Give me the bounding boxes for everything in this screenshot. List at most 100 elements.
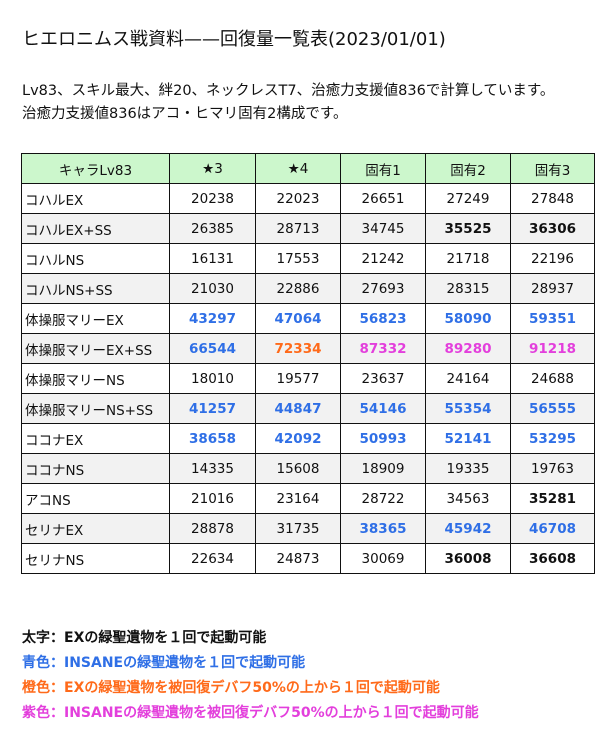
page-title: ヒエロニムス戦資料——回復量一覧表(2023/01/01): [22, 29, 446, 50]
heal-value: 28315: [425, 273, 511, 304]
description-line-1: Lv83、スキル最大、絆20、ネックレスT7、治癒力支援値836で計算しています…: [22, 83, 555, 99]
table-row: コハルEX 20238 22023 26651 27249 27848: [21, 183, 595, 214]
heal-value: 15608: [255, 453, 341, 484]
heal-value: 41257: [169, 393, 256, 424]
heal-value: 36008: [425, 543, 511, 574]
table-row: ココナNS 14335 15608 18909 19335 19763: [21, 453, 595, 484]
character-name: 体操服マリーNS+SS: [21, 393, 170, 424]
character-name: ココナEX: [21, 423, 170, 454]
heal-value: 19335: [425, 453, 511, 484]
header-unique3: 固有3: [510, 153, 595, 184]
heal-value: 26385: [169, 213, 256, 244]
table-row: セリナEX 28878 31735 38365 45942 46708: [21, 513, 595, 544]
heal-value: 20238: [169, 183, 256, 214]
heal-value: 34563: [425, 483, 511, 514]
heal-value: 38365: [340, 513, 426, 544]
heal-value: 34745: [340, 213, 426, 244]
heal-value: 55354: [425, 393, 511, 424]
heal-value: 56555: [510, 393, 595, 424]
table-row: 体操服マリーEX+SS 66544 72334 87332 89280 91218: [21, 333, 595, 364]
character-name: ココナNS: [21, 453, 170, 484]
heal-value: 22886: [255, 273, 341, 304]
heal-value: 14335: [169, 453, 256, 484]
legend-blue: 青色：INSANEの緑聖遺物を１回で起動可能: [22, 655, 306, 671]
heal-value: 50993: [340, 423, 426, 454]
heal-value: 24688: [510, 363, 595, 394]
heal-value: 23164: [255, 483, 341, 514]
heal-value: 47064: [255, 303, 341, 334]
table-row: ココナEX 38658 42092 50993 52141 53295: [21, 423, 595, 454]
heal-value: 28937: [510, 273, 595, 304]
character-name: アコNS: [21, 483, 170, 514]
heal-value: 38658: [169, 423, 256, 454]
heal-value: 16131: [169, 243, 256, 274]
heal-value: 42092: [255, 423, 341, 454]
heal-value: 66544: [169, 333, 256, 364]
heal-value: 89280: [425, 333, 511, 364]
heal-value: 91218: [510, 333, 595, 364]
legend-bold: 太字：EXの緑聖遺物を１回で起動可能: [22, 630, 267, 646]
heal-value: 21030: [169, 273, 256, 304]
table-header-row: キャラLv83 ★3 ★4 固有1 固有2 固有3: [21, 153, 595, 184]
healing-table: キャラLv83 ★3 ★4 固有1 固有2 固有3 コハルEX 20238 2202…: [21, 153, 595, 574]
character-name: コハルEX: [21, 183, 170, 214]
table-row: アコNS 21016 23164 28722 34563 35281: [21, 483, 595, 514]
table-row: 体操服マリーNS 18010 19577 23637 24164 24688: [21, 363, 595, 394]
heal-value: 18010: [169, 363, 256, 394]
heal-value: 21718: [425, 243, 511, 274]
description: Lv83、スキル最大、絆20、ネックレスT7、治癒力支援値836で計算しています…: [22, 80, 554, 126]
heal-value: 44847: [255, 393, 341, 424]
heal-value: 46708: [510, 513, 595, 544]
heal-value: 27693: [340, 273, 426, 304]
legend: 太字：EXの緑聖遺物を１回で起動可能 青色：INSANEの緑聖遺物を１回で起動可…: [22, 626, 479, 726]
heal-value: 22634: [169, 543, 256, 574]
heal-value: 18909: [340, 453, 426, 484]
heal-value: 21242: [340, 243, 426, 274]
heal-value: 56823: [340, 303, 426, 334]
heal-value: 72334: [255, 333, 341, 364]
header-star4: ★4: [255, 153, 341, 184]
heal-value: 31735: [255, 513, 341, 544]
heal-value: 36306: [510, 213, 595, 244]
heal-value: 36608: [510, 543, 595, 574]
table-row: 体操服マリーNS+SS 41257 44847 54146 55354 56555: [21, 393, 595, 424]
heal-value: 23637: [340, 363, 426, 394]
legend-magenta: 紫色：INSANEの緑聖遺物を被回復デバフ50%の上から１回で起動可能: [22, 705, 479, 721]
table-row: コハルEX+SS 26385 28713 34745 35525 36306: [21, 213, 595, 244]
header-character: キャラLv83: [21, 153, 170, 184]
character-name: セリナEX: [21, 513, 170, 544]
heal-value: 35525: [425, 213, 511, 244]
heal-value: 30069: [340, 543, 426, 574]
character-name: 体操服マリーEX: [21, 303, 170, 334]
heal-value: 52141: [425, 423, 511, 454]
heal-value: 22196: [510, 243, 595, 274]
heal-value: 43297: [169, 303, 256, 334]
character-name: コハルEX+SS: [21, 213, 170, 244]
heal-value: 27249: [425, 183, 511, 214]
header-unique1: 固有1: [340, 153, 426, 184]
heal-value: 45942: [425, 513, 511, 544]
character-name: コハルNS+SS: [21, 273, 170, 304]
table-row: コハルNS 16131 17553 21242 21718 22196: [21, 243, 595, 274]
table-row: コハルNS+SS 21030 22886 27693 28315 28937: [21, 273, 595, 304]
heal-value: 53295: [510, 423, 595, 454]
heal-value: 28722: [340, 483, 426, 514]
description-line-2: 治癒力支援値836はアコ・ヒマリ固有2構成です。: [22, 106, 348, 122]
character-name: 体操服マリーEX+SS: [21, 333, 170, 364]
heal-value: 19577: [255, 363, 341, 394]
character-name: セリナNS: [21, 543, 170, 574]
heal-value: 87332: [340, 333, 426, 364]
heal-value: 21016: [169, 483, 256, 514]
header-star3: ★3: [169, 153, 256, 184]
heal-value: 22023: [255, 183, 341, 214]
heal-value: 54146: [340, 393, 426, 424]
character-name: コハルNS: [21, 243, 170, 274]
heal-value: 35281: [510, 483, 595, 514]
character-name: 体操服マリーNS: [21, 363, 170, 394]
legend-orange: 橙色：EXの緑聖遺物を被回復デバフ50%の上から１回で起動可能: [22, 680, 440, 696]
heal-value: 27848: [510, 183, 595, 214]
header-unique2: 固有2: [425, 153, 511, 184]
heal-value: 24873: [255, 543, 341, 574]
heal-value: 26651: [340, 183, 426, 214]
heal-value: 24164: [425, 363, 511, 394]
